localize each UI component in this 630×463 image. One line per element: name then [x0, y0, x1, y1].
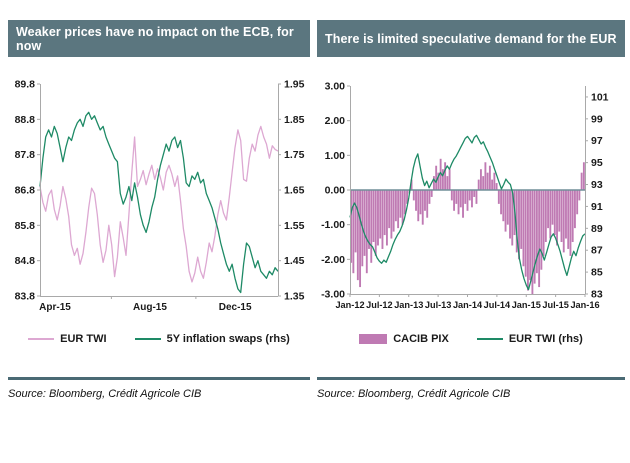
svg-text:1.00: 1.00 [325, 150, 346, 162]
svg-text:Jul-13: Jul-13 [425, 300, 452, 310]
svg-text:1.65: 1.65 [284, 185, 305, 197]
svg-text:84.8: 84.8 [15, 255, 36, 267]
svg-text:Dec-15: Dec-15 [219, 302, 252, 313]
svg-text:93: 93 [591, 179, 603, 191]
legend-label: CACIB PIX [393, 333, 449, 345]
separator-rule [317, 377, 625, 380]
legend-label: EUR TWI [60, 333, 107, 345]
left-chart-legend: EUR TWI 5Y inflation swaps (rhs) [8, 331, 310, 347]
right-source-note: Source: Bloomberg, Crédit Agricole CIB [317, 388, 511, 400]
svg-text:Aug-15: Aug-15 [133, 302, 167, 313]
green-line-swatch [134, 337, 161, 341]
legend-item-eur-twi-rhs: EUR TWI (rhs) [476, 333, 583, 345]
svg-text:Jan-14: Jan-14 [453, 300, 483, 310]
svg-text:1.35: 1.35 [284, 291, 305, 303]
legend-label: 5Y inflation swaps (rhs) [166, 333, 290, 345]
svg-text:91: 91 [591, 201, 603, 213]
svg-text:1.85: 1.85 [284, 114, 305, 126]
svg-text:-1.00: -1.00 [321, 219, 345, 231]
legend-label: EUR TWI (rhs) [508, 333, 583, 345]
svg-text:Jan-16: Jan-16 [570, 300, 599, 310]
svg-text:Jan-15: Jan-15 [512, 300, 541, 310]
svg-text:Jul-15: Jul-15 [542, 300, 569, 310]
svg-text:Jan-12: Jan-12 [335, 300, 364, 310]
svg-text:97: 97 [591, 135, 603, 147]
separator-rule [8, 377, 310, 380]
svg-text:95: 95 [591, 157, 603, 169]
left-chart-title: Weaker prices have no impact on the ECB,… [8, 20, 310, 57]
svg-text:89.8: 89.8 [15, 79, 36, 91]
svg-text:87.8: 87.8 [15, 149, 36, 161]
svg-text:85.8: 85.8 [15, 220, 36, 232]
svg-text:1.45: 1.45 [284, 255, 305, 267]
legend-item-inflation-swaps: 5Y inflation swaps (rhs) [134, 333, 290, 345]
legend-item-cacib-pix: CACIB PIX [359, 333, 449, 345]
svg-text:83.8: 83.8 [15, 291, 36, 303]
left-source-note: Source: Bloomberg, Crédit Agricole CIB [8, 388, 202, 400]
svg-text:83: 83 [591, 289, 603, 301]
svg-text:Jul-14: Jul-14 [484, 300, 511, 310]
svg-text:101: 101 [591, 91, 609, 103]
svg-text:3.00: 3.00 [325, 81, 346, 93]
svg-text:1.95: 1.95 [284, 79, 305, 91]
right-chart-legend: CACIB PIX EUR TWI (rhs) [317, 331, 625, 347]
left-chart-panel: Weaker prices have no impact on the ECB,… [8, 20, 310, 400]
svg-text:87: 87 [591, 245, 603, 257]
svg-text:2.00: 2.00 [325, 115, 346, 127]
green-line-swatch [476, 337, 503, 341]
left-chart-canvas: 89.8 88.8 87.8 86.8 85.8 84.8 83.8 1.95 1.85 1.75… [15, 79, 305, 314]
svg-text:Jan-13: Jan-13 [394, 300, 423, 310]
legend-item-eur-twi: EUR TWI [28, 333, 107, 345]
svg-text:1.55: 1.55 [284, 220, 305, 232]
svg-text:Jul-12: Jul-12 [366, 300, 393, 310]
pink-bar-swatch [359, 334, 388, 344]
svg-text:Apr-15: Apr-15 [39, 302, 71, 313]
svg-text:85: 85 [591, 267, 603, 279]
svg-text:89: 89 [591, 223, 603, 235]
right-chart-panel: There is limited speculative demand for … [317, 20, 625, 400]
svg-text:0.00: 0.00 [325, 185, 346, 197]
right-chart-canvas: 3.00 2.00 1.00 0.00 -1.00 -2.00 -3.00 101 99 97 95… [321, 81, 609, 311]
svg-text:-2.00: -2.00 [321, 254, 345, 266]
svg-text:-3.00: -3.00 [321, 289, 345, 301]
svg-text:1.75: 1.75 [284, 149, 305, 161]
pink-line-swatch [28, 337, 55, 341]
svg-text:86.8: 86.8 [15, 185, 36, 197]
svg-text:88.8: 88.8 [15, 114, 36, 126]
right-chart-title: There is limited speculative demand for … [317, 20, 625, 57]
svg-text:99: 99 [591, 113, 603, 125]
